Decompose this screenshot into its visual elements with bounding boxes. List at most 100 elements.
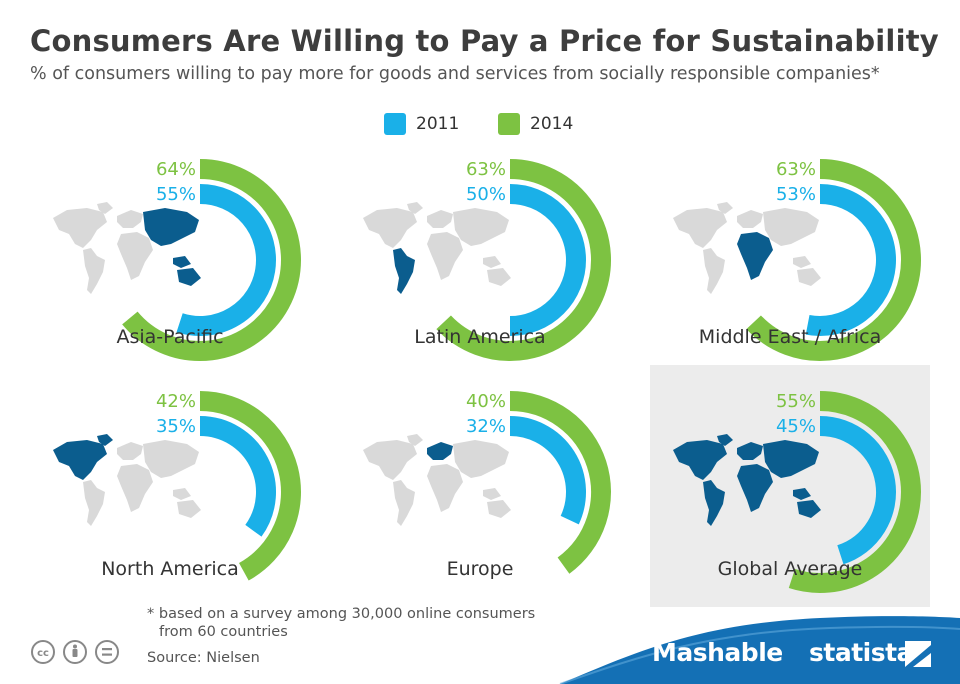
map-region-middle-east-africa (427, 464, 463, 512)
arc-2011-latin-america (509, 184, 586, 336)
radial-chart-europe: 40% 32% Europe (363, 391, 611, 580)
arc-2014-asia-pacific (122, 159, 301, 361)
arc-2011-europe (509, 416, 586, 525)
map-region-middle-east-africa (117, 464, 153, 512)
footnote-line-1: * based on a survey among 30,000 online … (147, 606, 536, 622)
arc-2011-global-average (819, 416, 896, 565)
map-region-latin-america (703, 480, 725, 526)
map-region-greenland (407, 202, 423, 214)
map-region-latin-america (393, 248, 415, 294)
panel-global-average: 55% 45% Global Average (650, 365, 930, 607)
svg-text:cc: cc (37, 648, 49, 659)
world-map-europe (363, 434, 511, 526)
map-region-middle-east-africa (117, 232, 153, 280)
map-region-north-america (363, 440, 417, 480)
legend-swatch-2011 (384, 113, 406, 135)
map-region-middle-east-africa (737, 464, 773, 512)
arc-2014-latin-america (436, 159, 611, 361)
chart-title: Consumers Are Willing to Pay a Price for… (30, 24, 939, 58)
radial-chart-asia-pacific: 64% 55% Asia-Pacific (53, 159, 301, 361)
statista-logo: statista (809, 638, 913, 667)
panel-asia-pacific: 64% 55% Asia-Pacific (30, 148, 310, 361)
map-region-latin-america (393, 480, 415, 526)
map-region-north-america (673, 208, 727, 248)
region-label-europe: Europe (447, 558, 514, 580)
arc-2014-north-america (199, 391, 301, 581)
map-region-greenland (717, 202, 733, 214)
map-region-asia-pacific-2 (797, 500, 821, 518)
value-label-2014-middle-east-africa: 63% (776, 159, 816, 180)
value-label-2011-north-america: 35% (156, 416, 196, 437)
map-region-europe (117, 442, 143, 460)
source-note: Source: Nielsen (147, 650, 260, 666)
arc-2011-middle-east-africa (805, 184, 896, 336)
arc-2011-north-america (199, 416, 276, 537)
world-map-latin-america (363, 202, 511, 294)
map-region-europe (427, 210, 453, 228)
map-region-asia-pacific-2 (177, 500, 201, 518)
value-label-2011-europe: 32% (466, 416, 506, 437)
world-map-middle-east-africa (673, 202, 821, 294)
world-map-global-average (673, 434, 821, 526)
map-region-asia-pacific (763, 208, 819, 268)
map-region-middle-east-africa (737, 232, 773, 280)
map-region-north-america (53, 440, 107, 480)
legend-label-2014: 2014 (530, 114, 574, 134)
attribution-icon (63, 640, 87, 664)
region-label-middle-east-africa: Middle East / Africa (699, 326, 881, 348)
value-label-2014-asia-pacific: 64% (156, 159, 196, 180)
map-region-latin-america (83, 248, 105, 294)
region-label-latin-america: Latin America (414, 326, 545, 348)
map-region-asia-pacific (763, 440, 819, 500)
legend-label-2011: 2011 (416, 114, 460, 134)
map-region-latin-america (703, 248, 725, 294)
panel-europe: 40% 32% Europe (340, 380, 620, 585)
panel-latin-america: 63% 50% Latin America (340, 148, 620, 361)
chart-subtitle: % of consumers willing to pay more for g… (30, 64, 880, 84)
region-label-north-america: North America (101, 558, 239, 580)
map-region-middle-east-africa (427, 232, 463, 280)
radial-chart-global-average: 55% 45% Global Average (673, 391, 921, 593)
value-label-2014-global-average: 55% (776, 391, 816, 412)
map-region-asia-pacific-2 (487, 268, 511, 286)
value-label-2014-north-america: 42% (156, 391, 196, 412)
map-region-greenland (407, 434, 423, 446)
arc-2014-global-average (788, 391, 921, 593)
map-region-north-america (673, 440, 727, 480)
panel-north-america: 42% 35% North America (30, 380, 310, 585)
world-map-north-america (53, 434, 201, 526)
map-region-asia-pacific-2 (177, 268, 201, 286)
value-label-2014-europe: 40% (466, 391, 506, 412)
no-derivatives-icon (95, 640, 119, 664)
map-region-europe (117, 210, 143, 228)
legend-swatch-2014 (498, 113, 520, 135)
arc-2014-europe (509, 391, 611, 574)
map-region-asia-pacific-2 (797, 268, 821, 286)
license-icons: cc (31, 640, 119, 664)
world-map-asia-pacific (53, 202, 201, 294)
value-label-2014-latin-america: 63% (466, 159, 506, 180)
radial-chart-north-america: 42% 35% North America (53, 391, 301, 581)
map-region-europe (737, 210, 763, 228)
map-region-greenland (717, 434, 733, 446)
statista-mark-icon (905, 641, 931, 667)
arc-2011-asia-pacific (176, 184, 276, 336)
map-region-north-america (363, 208, 417, 248)
region-label-global-average: Global Average (718, 558, 863, 580)
value-label-2011-middle-east-africa: 53% (776, 184, 816, 205)
map-region-greenland (97, 202, 113, 214)
region-label-asia-pacific: Asia-Pacific (116, 326, 223, 348)
map-region-asia-pacific (143, 440, 199, 500)
map-region-europe (427, 442, 453, 460)
mashable-logo: Mashable (652, 638, 783, 667)
map-region-latin-america (83, 480, 105, 526)
map-region-europe (737, 442, 763, 460)
map-region-asia-pacific (453, 440, 509, 500)
radial-chart-latin-america: 63% 50% Latin America (363, 159, 611, 361)
footnote: * based on a survey among 30,000 online … (147, 605, 535, 641)
value-label-2011-latin-america: 50% (466, 184, 506, 205)
value-label-2011-asia-pacific: 55% (156, 184, 196, 205)
radial-chart-middle-east-africa: 63% 53% Middle East / Africa (673, 159, 921, 361)
value-label-2011-global-average: 45% (776, 416, 816, 437)
panel-middle-east-africa: 63% 53% Middle East / Africa (650, 148, 930, 361)
